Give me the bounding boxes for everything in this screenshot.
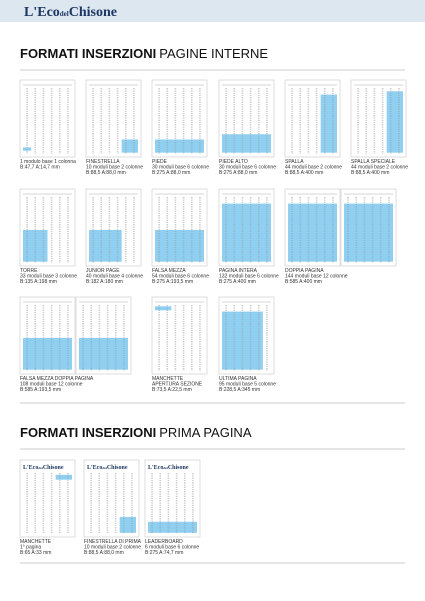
ad-area: [288, 203, 337, 262]
caption: B:73,5 A:22,5 mm: [152, 387, 192, 393]
caption: 44 moduli base 2 colonne: [351, 165, 408, 171]
section-title: FORMATI INSERZIONI PRIMA PAGINA: [20, 425, 252, 440]
logo-part: del: [102, 466, 107, 470]
ad-area: [119, 516, 136, 533]
caption: SPALLA: [285, 159, 304, 165]
thumb-page: [19, 459, 76, 538]
logo-part: Chisone: [107, 465, 128, 471]
logo-part: del: [163, 466, 168, 470]
caption: FALSA MEZZA DOPPIA PAGINA: [20, 376, 94, 382]
ad-area: [148, 521, 197, 533]
logo: L'EcodelChisone: [24, 5, 117, 20]
caption: 108 moduli base 12 colonne: [20, 382, 83, 388]
caption: 6 moduli base 6 colonne: [145, 545, 199, 551]
logo-part: L'Eco: [87, 465, 102, 471]
caption: PIEDE ALTO: [219, 159, 248, 165]
caption: B:88,5 A:400 mm: [285, 170, 323, 176]
logo-part: L'Eco: [23, 465, 38, 471]
title-bold: FORMATI INSERZIONI: [20, 425, 156, 440]
caption: LEADERBOARD: [145, 539, 183, 545]
thumb-page: [19, 79, 76, 158]
caption: B:182 A:180 mm: [86, 279, 123, 285]
caption: 1 modulo base 1 colonna: [20, 159, 76, 165]
title-bold: FORMATI INSERZIONI: [20, 46, 156, 61]
logo-part: Chisone: [69, 5, 117, 20]
thumb-logo: L'EcodelChisone: [87, 465, 128, 471]
logo-part: L'Eco: [148, 465, 163, 471]
logo-part: Chisone: [168, 465, 189, 471]
thumb-logo: L'EcodelChisone: [23, 465, 64, 471]
caption: APERTURA SEZIONE: [152, 382, 203, 388]
ad-area: [89, 230, 122, 262]
logo-part: Chisone: [43, 465, 64, 471]
caption: 10 moduli base 2 colonne: [84, 545, 141, 551]
caption: 40 moduli base 4 colonne: [86, 274, 143, 280]
caption: 33 moduli base 3 colonne: [20, 274, 77, 280]
ad-area: [386, 91, 403, 153]
ad-area: [155, 306, 172, 311]
logo-part: del: [60, 10, 69, 18]
caption: B:88,5 A:400 mm: [351, 170, 389, 176]
ad-area: [121, 139, 138, 153]
ad-area: [79, 338, 128, 370]
caption: B:228,5 A:345 mm: [219, 387, 260, 393]
caption: FALSA MEZZA: [152, 268, 186, 274]
caption: B:275 A:74,7 mm: [145, 550, 183, 556]
ad-area: [155, 139, 204, 153]
caption: 10 moduli base 2 colonne: [86, 165, 143, 171]
caption: 44 moduli base 2 colonne: [285, 165, 342, 171]
caption: B:585 A:400 mm: [285, 279, 322, 285]
title-light: PRIMA PAGINA: [159, 425, 252, 440]
caption: B:275 A:193,5 mm: [152, 279, 193, 285]
caption: B:88,5 A:88,0 mm: [86, 170, 126, 176]
ad-area: [344, 203, 393, 262]
ad-area: [155, 230, 204, 262]
ad-area: [55, 474, 72, 480]
caption: 54 moduli base 6 colonne: [152, 274, 209, 280]
thumb-logo: L'EcodelChisone: [148, 465, 189, 471]
caption: MANCHETTE: [152, 376, 184, 382]
section-title: FORMATI INSERZIONI PAGINE INTERNE: [20, 46, 268, 61]
caption: JUNIOR PAGE: [86, 268, 120, 274]
caption: SPALLA SPECIALE: [351, 159, 396, 165]
caption: ULTIMA PAGINA: [219, 376, 257, 382]
caption: B:88,5 A:88,0 mm: [84, 550, 124, 556]
caption: MANCHETTE: [20, 539, 52, 545]
caption: TORRE: [20, 268, 38, 274]
ad-area: [23, 147, 32, 151]
caption: B:585 A:193,5 mm: [20, 387, 61, 393]
caption: B:47,7 A:14,7 mm: [20, 165, 60, 171]
ad-area: [222, 203, 271, 262]
caption: 144 moduli base 12 colonne: [285, 274, 348, 280]
title-light: PAGINE INTERNE: [159, 46, 268, 61]
caption: B:65 A:33 mm: [20, 550, 51, 556]
caption: PAGINA INTERA: [219, 268, 258, 274]
ad-area: [222, 134, 271, 153]
caption: B:275 A:400 mm: [219, 279, 256, 285]
caption: 30 moduli base 6 colonne: [152, 165, 209, 171]
caption: FINESTRELLA: [86, 159, 120, 165]
ad-area: [23, 338, 72, 370]
caption: DOPPIA PAGINA: [285, 268, 324, 274]
logo-part: del: [38, 466, 43, 470]
header-band: [0, 0, 425, 22]
caption: 132 moduli base 6 colonne: [219, 274, 279, 280]
caption: B:275 A:88,0 mm: [152, 170, 190, 176]
caption: 95 moduli base 5 colonne: [219, 382, 276, 388]
caption: 1° pagina: [20, 545, 41, 551]
caption: 30 moduli base 6 colonne: [219, 165, 276, 171]
caption: FINESTRELLA DI PRIMA: [84, 539, 142, 545]
caption: PIEDE: [152, 159, 168, 165]
ad-area: [320, 94, 337, 153]
caption: B:275 A:88,0 mm: [219, 170, 257, 176]
caption: B:135 A:198 mm: [20, 279, 57, 285]
logo-part: L'Eco: [24, 5, 60, 20]
